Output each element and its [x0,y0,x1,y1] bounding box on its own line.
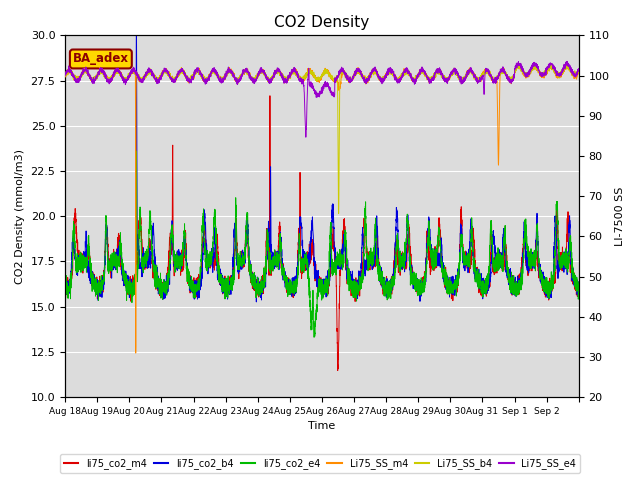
Text: BA_adex: BA_adex [73,52,129,65]
X-axis label: Time: Time [308,421,335,432]
Legend: li75_co2_m4, li75_co2_b4, li75_co2_e4, Li75_SS_m4, Li75_SS_b4, Li75_SS_e4: li75_co2_m4, li75_co2_b4, li75_co2_e4, L… [60,454,580,473]
Y-axis label: LI-7500 SS: LI-7500 SS [615,187,625,246]
Y-axis label: CO2 Density (mmol/m3): CO2 Density (mmol/m3) [15,149,25,284]
Title: CO2 Density: CO2 Density [275,15,369,30]
